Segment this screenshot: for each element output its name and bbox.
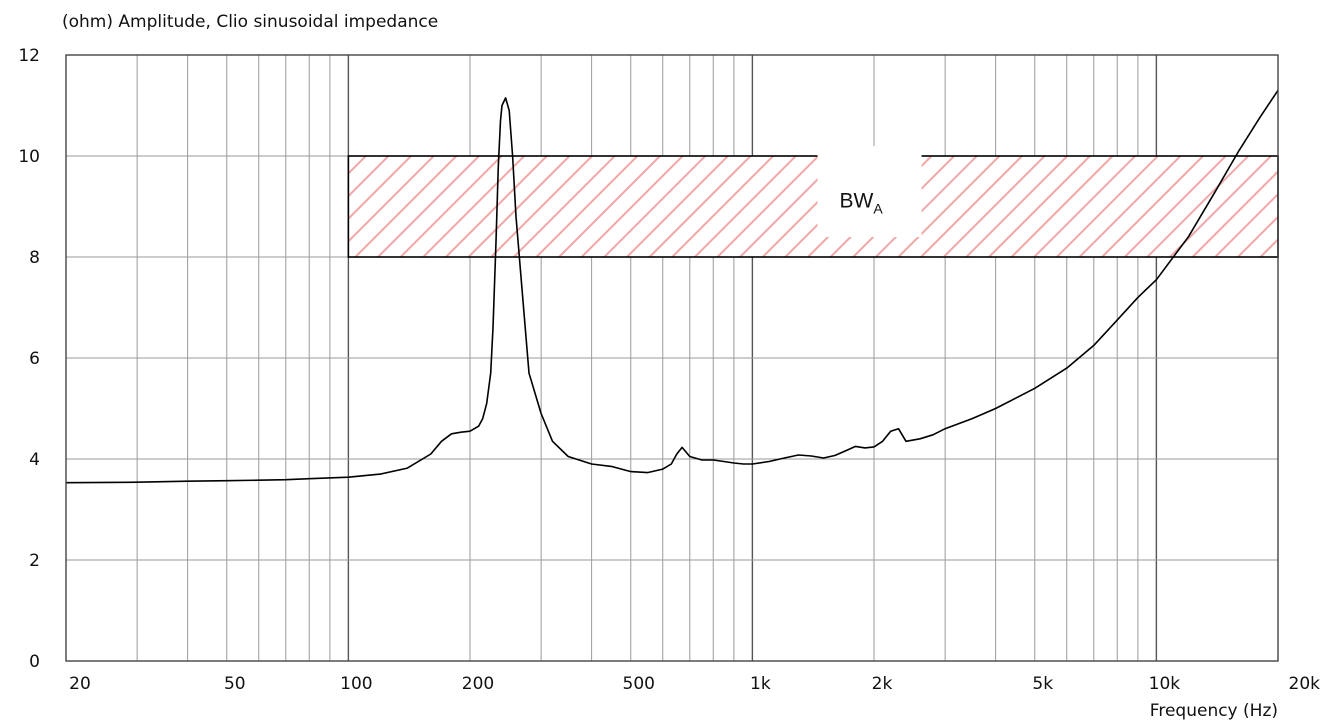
x-tick-label: 100: [340, 674, 372, 694]
tick-labels: 0 2 4 6 8 10 12 20 50 100 200 500 1k 2k 5k 10k 20k: [18, 46, 1320, 694]
y-tick-label: 8: [29, 248, 40, 268]
x-tick-label: 2k: [872, 674, 893, 694]
impedance-curve: [65, 89, 1279, 484]
grid: [65, 54, 1279, 662]
chart-title: (ohm) Amplitude, Clio sinusoidal impedan…: [62, 12, 438, 32]
y-tick-label: 10: [18, 147, 40, 167]
x-tick-label: 200: [462, 674, 494, 694]
bandwidth-label-subscript: A: [873, 201, 883, 217]
y-tick-label: 2: [29, 551, 40, 571]
x-tick-label: 50: [224, 674, 246, 694]
series-layer: [65, 89, 1279, 484]
x-axis-label: Frequency (Hz): [1150, 701, 1278, 721]
y-tick-label: 4: [29, 450, 40, 470]
y-tick-label: 12: [18, 46, 40, 66]
bandwidth-label-box: [817, 146, 922, 237]
plot-border: [65, 54, 1279, 662]
plot-frame: [65, 54, 1279, 662]
bandwidth-band: BWA: [347, 146, 1279, 258]
y-tick-label: 6: [29, 349, 40, 369]
x-tick-label: 20k: [1289, 674, 1321, 694]
y-tick-label: 0: [29, 652, 40, 672]
x-tick-label: 500: [623, 674, 655, 694]
x-tick-label: 10k: [1149, 674, 1181, 694]
bandwidth-band-rect: [347, 155, 1279, 258]
x-tick-label: 5k: [1032, 674, 1053, 694]
x-tick-label: 1k: [750, 674, 771, 694]
x-tick-label: 20: [69, 674, 91, 694]
